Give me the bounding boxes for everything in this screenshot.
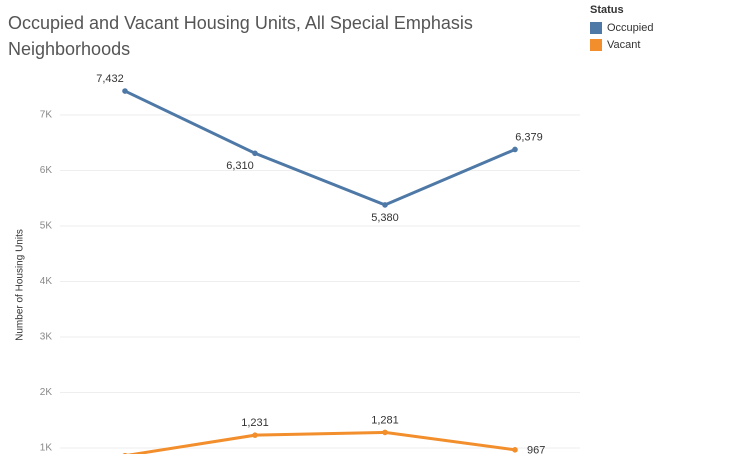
data-label: 6,310 bbox=[226, 160, 254, 172]
data-point bbox=[382, 202, 388, 208]
data-point bbox=[252, 432, 258, 438]
y-tick-label: 6K bbox=[40, 165, 53, 176]
series-line bbox=[125, 430, 516, 454]
legend-entry[interactable]: Vacant bbox=[590, 36, 653, 53]
data-point bbox=[382, 429, 388, 436]
data-point bbox=[252, 150, 258, 157]
legend-label: Occupied bbox=[607, 21, 654, 34]
legend: Status Occupied Vacant bbox=[590, 4, 653, 53]
legend-swatch bbox=[590, 21, 602, 34]
data-point bbox=[512, 447, 518, 453]
legend-label: Vacant bbox=[607, 38, 641, 51]
y-tick-label: 7K bbox=[40, 110, 53, 121]
data-label: 7,432 bbox=[96, 73, 124, 85]
series-line bbox=[124, 89, 516, 207]
y-tick-label: 5K bbox=[40, 221, 53, 232]
data-point bbox=[122, 88, 128, 94]
y-tick-label: 2K bbox=[40, 387, 53, 398]
y-axis-label: Number of Housing Units bbox=[15, 229, 26, 341]
y-tick-label: 4K bbox=[40, 276, 53, 287]
y-tick-label: 1K bbox=[40, 443, 53, 454]
data-point bbox=[512, 146, 518, 153]
data-label: 967 bbox=[527, 445, 545, 454]
legend-entry[interactable]: Occupied bbox=[590, 19, 653, 36]
data-label: 1,231 bbox=[241, 417, 269, 429]
grid bbox=[60, 114, 580, 449]
data-label: 1,281 bbox=[371, 414, 399, 426]
legend-title: Status bbox=[590, 4, 624, 16]
y-tick-label: 3K bbox=[40, 332, 53, 343]
data-label: 6,379 bbox=[515, 131, 543, 143]
data-label: 5,380 bbox=[371, 212, 399, 224]
legend-swatch bbox=[590, 38, 602, 51]
chart-title: Occupied and Vacant Housing Units, All S… bbox=[8, 13, 473, 59]
